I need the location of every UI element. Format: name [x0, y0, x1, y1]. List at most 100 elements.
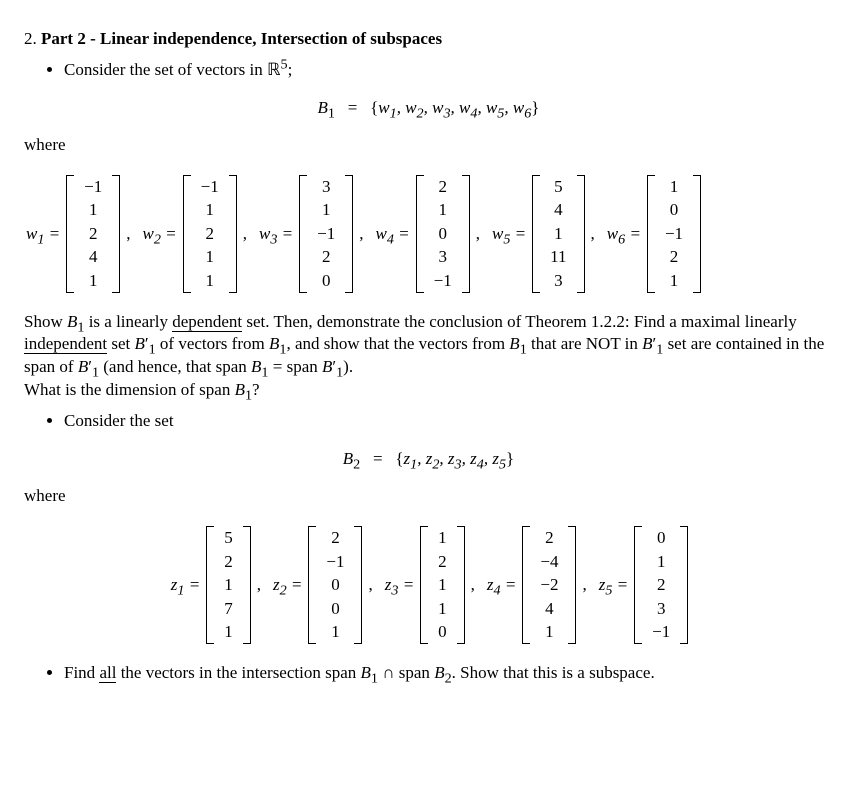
comma: , [243, 224, 247, 244]
txt: set [107, 334, 134, 353]
real-symbol: ℝ [267, 60, 280, 79]
vector-entry: 11 [540, 245, 576, 269]
txt: ). [343, 357, 353, 376]
vector-entry: 2 [530, 526, 568, 550]
comma: , [368, 575, 372, 595]
vector-entry: 2 [316, 526, 354, 550]
problem-title: Part 2 - Linear independence, Intersecti… [41, 29, 442, 48]
txt: Find [64, 663, 99, 682]
txt: set. Then, demonstrate the conclusion of… [242, 312, 797, 331]
comma: , [582, 575, 586, 595]
vector-entry: −1 [307, 222, 345, 246]
vector-entry: 1 [316, 620, 354, 644]
comma: , [471, 575, 475, 595]
column-vector: −11211 [183, 175, 237, 293]
vector-entry: 1 [655, 269, 693, 293]
bullet-part-c: Find all the vectors in the intersection… [64, 662, 833, 685]
vector-entry: 0 [307, 269, 345, 293]
vector-entry: 2 [642, 573, 680, 597]
equals-sign: = [348, 98, 358, 117]
vector-entry: 4 [540, 198, 576, 222]
vector-entry: 1 [214, 620, 243, 644]
vector-entry: 1 [428, 573, 457, 597]
vector-entry: 1 [214, 573, 243, 597]
vector-entry: 3 [540, 269, 576, 293]
vector-entry: 0 [655, 198, 693, 222]
set-label-b2-sub: 2 [353, 457, 360, 473]
vector-label: z1 = [171, 575, 200, 595]
vector-entry: 1 [540, 222, 576, 246]
set-label-b2: B [343, 449, 353, 468]
vector-entry: 0 [424, 222, 462, 246]
independent-underline: independent [24, 334, 107, 354]
vector-entry: 2 [214, 550, 243, 574]
vector-entry: 3 [307, 175, 345, 199]
txt: ? [252, 380, 260, 399]
vector-entry: 1 [428, 526, 457, 550]
txt: , and show that the vectors from [286, 334, 509, 353]
vector-entry: −1 [642, 620, 680, 644]
dependent-underline: dependent [172, 312, 242, 332]
set-label-b1: B [318, 98, 328, 117]
bullet-part-b: Consider the set [64, 410, 833, 433]
column-vector: −11241 [66, 175, 120, 293]
set-close: } [531, 98, 539, 117]
vector-entry: 3 [642, 597, 680, 621]
vector-entry: −1 [316, 550, 354, 574]
vector-entry: 1 [642, 550, 680, 574]
set-open: { [395, 449, 403, 468]
txt: that are NOT in [527, 334, 642, 353]
column-vector: 2−1001 [308, 526, 362, 644]
vector-label: w6 = [607, 224, 641, 244]
vector-entry: 1 [655, 175, 693, 199]
vector-entry: 5 [214, 526, 243, 550]
vector-label: w5 = [492, 224, 526, 244]
vector-label: w4 = [376, 224, 410, 244]
vector-entry: 1 [74, 269, 112, 293]
set-definition-b2: B2 = {z1, z2, z3, z4, z5} [24, 449, 833, 469]
vectors-row-w: w1 =−11241,w2 =−11211,w3 =31−120,w4 =210… [24, 175, 833, 293]
intro-prefix: Consider the set of vectors in [64, 60, 267, 79]
vector-entry: 0 [316, 597, 354, 621]
column-vector: 2−4−241 [522, 526, 576, 644]
set-definition-b1: B1 = {w1, w2, w3, w4, w5, w6} [24, 98, 833, 118]
vector-entry: 2 [655, 245, 693, 269]
txt: of vectors from [156, 334, 269, 353]
set-elements-b2: z1, z2, z3, z4, z5 [404, 449, 507, 468]
vector-entry: 1 [191, 198, 229, 222]
real-exp: 5 [280, 56, 287, 72]
vector-entry: 2 [307, 245, 345, 269]
where-label-2: where [24, 485, 833, 508]
vector-entry: 5 [540, 175, 576, 199]
txt: . Show that this is a subspace. [452, 663, 655, 682]
column-vector: 541113 [532, 175, 584, 293]
vector-label: z5 = [599, 575, 628, 595]
where-label-1: where [24, 134, 833, 157]
vector-label: w3 = [259, 224, 293, 244]
vector-entry: 1 [307, 198, 345, 222]
vector-entry: 0 [316, 573, 354, 597]
txt: is a linearly [84, 312, 172, 331]
intro-suffix: ; [288, 60, 293, 79]
vector-entry: 2 [191, 222, 229, 246]
vector-entry: 2 [428, 550, 457, 574]
vector-entry: 1 [530, 620, 568, 644]
set-close: } [506, 449, 514, 468]
vector-entry: 1 [191, 245, 229, 269]
txt: (and hence, that span [99, 357, 251, 376]
equals-sign: = [373, 449, 383, 468]
vector-entry: −2 [530, 573, 568, 597]
comma: , [476, 224, 480, 244]
column-vector: 31−120 [299, 175, 353, 293]
vector-entry: 1 [191, 269, 229, 293]
comma: , [126, 224, 130, 244]
vector-entry: 0 [428, 620, 457, 644]
vector-entry: −1 [191, 175, 229, 199]
vector-entry: −1 [74, 175, 112, 199]
txt: ∩ span [378, 663, 434, 682]
vector-entry: 1 [74, 198, 112, 222]
vector-entry: −1 [655, 222, 693, 246]
comma: , [591, 224, 595, 244]
column-vector: 52171 [206, 526, 251, 644]
column-vector: 0123−1 [634, 526, 688, 644]
